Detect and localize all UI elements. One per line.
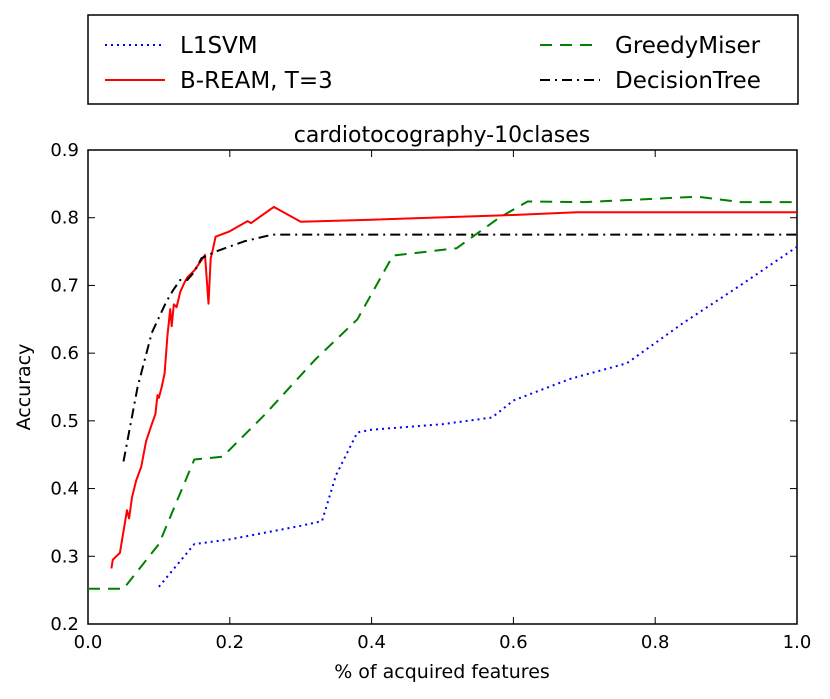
legend-frame — [87, 14, 799, 105]
series-line-greedymiser — [88, 195, 797, 590]
x-tick-label: 0.2 — [215, 632, 244, 653]
x-tick-label: 0.6 — [499, 632, 528, 653]
x-tick-label: 0.8 — [641, 632, 670, 653]
legend: L1SVM B-REAM, T=3 GreedyMiser DecisionTr… — [87, 14, 799, 105]
legend-label-l1svm: L1SVM — [180, 33, 258, 59]
y-tick-label: 0.2 — [50, 614, 79, 635]
y-tick-label: 0.9 — [50, 140, 79, 161]
series-line-decisiontree — [122, 233, 797, 462]
legend-label-bream: B-REAM, T=3 — [180, 68, 333, 94]
series-lines — [88, 195, 798, 590]
legend-label-decisiontree: DecisionTree — [615, 68, 761, 94]
y-tick-label: 0.4 — [50, 479, 79, 500]
legend-label-greedymiser: GreedyMiser — [615, 33, 761, 59]
x-axis-label: % of acquired features — [334, 661, 550, 683]
series-line-b-ream-t-3 — [110, 205, 797, 569]
y-axis-label: Accuracy — [13, 344, 35, 431]
y-tick-label: 0.8 — [50, 208, 79, 229]
x-tick-label: 0.4 — [357, 632, 386, 653]
x-axis-ticks: 0.0 0.2 0.4 0.6 0.8 1.0 — [74, 150, 812, 653]
plot-area — [87, 149, 798, 625]
x-tick-label: 1.0 — [783, 632, 812, 653]
series-line-l1svm — [158, 245, 798, 588]
chart-title: cardiotocography-10clases — [294, 123, 591, 148]
y-tick-label: 0.7 — [50, 275, 79, 296]
y-tick-label: 0.6 — [50, 343, 79, 364]
y-tick-label: 0.5 — [50, 411, 79, 432]
y-axis-ticks: 0.2 0.3 0.4 0.5 0.6 0.7 0.8 0.9 — [50, 140, 797, 635]
x-tick-label: 0.0 — [74, 632, 103, 653]
y-tick-label: 0.3 — [50, 546, 79, 567]
